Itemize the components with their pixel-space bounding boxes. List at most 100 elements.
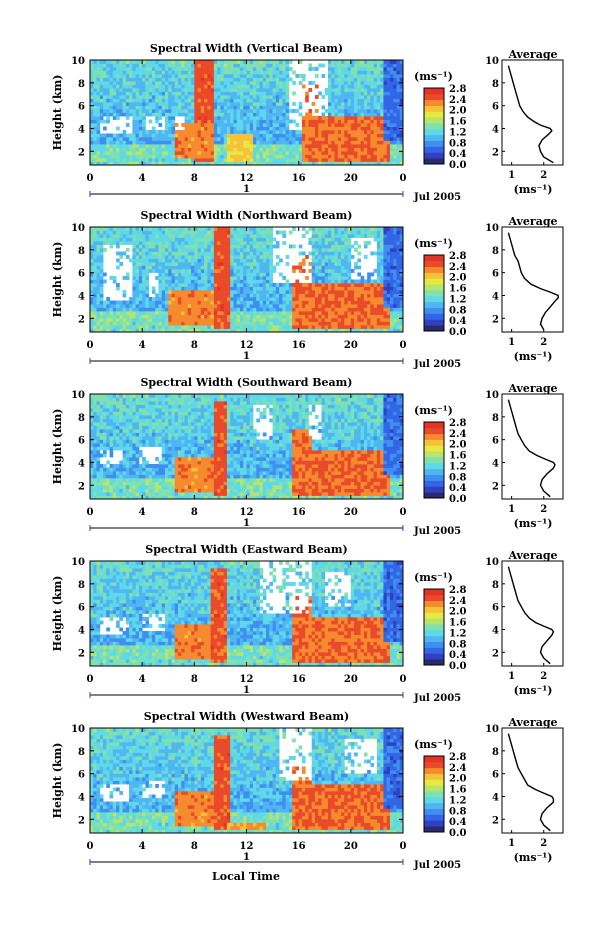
heatmap-cell <box>171 140 176 145</box>
heatmap-cell <box>256 102 260 106</box>
heatmap-cell <box>239 161 244 166</box>
heatmap-cell <box>204 269 208 273</box>
heatmap-cell <box>285 60 290 64</box>
heatmap-cell <box>360 314 365 319</box>
heatmap-cell <box>191 161 195 166</box>
heatmap-cell <box>109 95 114 99</box>
heatmap-cell <box>171 116 176 120</box>
heatmap-cell <box>145 297 150 301</box>
heatmap-cell <box>305 325 309 329</box>
heatmap-cell <box>243 227 247 231</box>
heatmap-cell <box>318 230 322 235</box>
heatmap-cell <box>347 119 352 124</box>
heatmap-cell <box>396 67 401 71</box>
heatmap-cell <box>93 283 97 287</box>
heatmap-cell <box>204 276 208 280</box>
heatmap-cell <box>109 102 114 106</box>
heatmap-cell <box>164 241 169 245</box>
heatmap-cell <box>376 102 381 106</box>
heatmap-cell <box>210 158 215 162</box>
heatmap-cell <box>96 307 101 312</box>
heatmap-cell <box>344 304 348 308</box>
heatmap-cell <box>151 130 156 134</box>
heatmap-cell <box>233 300 238 305</box>
heatmap-cell <box>194 237 198 242</box>
heatmap-cell <box>324 293 329 298</box>
heatmap-cell <box>239 119 244 124</box>
heatmap-cell <box>96 241 101 245</box>
heatmap-cell <box>357 283 362 287</box>
heatmap-cell <box>142 144 146 148</box>
heatmap-cell <box>217 248 221 252</box>
heatmap-cell <box>344 105 348 110</box>
heatmap-cell <box>204 244 208 249</box>
heatmap-cell <box>135 77 140 82</box>
heatmap-cell <box>217 272 221 277</box>
heatmap-cell <box>331 328 335 333</box>
heatmap-cell <box>344 227 348 231</box>
heatmap-cell <box>337 314 342 319</box>
heatmap-cell <box>148 161 153 166</box>
heatmap-cell <box>236 293 241 298</box>
heatmap-cell <box>256 328 260 333</box>
heatmap-cell <box>174 70 179 75</box>
heatmap-cell <box>161 130 166 134</box>
heatmap-cell <box>389 109 394 113</box>
heatmap-cell <box>220 265 225 270</box>
heatmap-cell <box>311 304 316 308</box>
heatmap-cell <box>164 161 169 166</box>
heatmap-cell <box>311 248 316 252</box>
heatmap-cell <box>324 318 329 322</box>
heatmap-cell <box>223 147 228 152</box>
heatmap-cell <box>129 237 133 242</box>
heatmap-cell <box>125 77 130 82</box>
heatmap-cell <box>386 112 391 117</box>
heatmap-cell <box>90 307 94 312</box>
heatmap-cell <box>249 251 254 256</box>
heatmap-cell <box>187 304 192 308</box>
heatmap-cell <box>207 137 212 141</box>
heatmap-cell <box>138 112 143 117</box>
heatmap-cell <box>119 144 123 148</box>
heatmap-cell <box>138 297 143 301</box>
heatmap-cell <box>99 161 104 166</box>
heatmap-cell <box>337 112 342 117</box>
heatmap-cell <box>103 311 107 315</box>
heatmap-cell <box>354 112 358 117</box>
heatmap-cell <box>197 311 202 315</box>
heatmap-cell <box>103 300 107 305</box>
heatmap-cell <box>266 304 270 308</box>
heatmap-cell <box>220 88 225 92</box>
heatmap-cell <box>213 74 218 78</box>
heatmap-cell <box>112 161 117 166</box>
heatmap-cell <box>269 119 273 124</box>
heatmap-cell <box>288 67 293 71</box>
heatmap-cell <box>93 112 97 117</box>
heatmap-cell <box>266 158 270 162</box>
x-tick-label: 16 <box>292 173 306 184</box>
heatmap-cell <box>164 258 169 263</box>
heatmap-cell <box>112 227 117 231</box>
heatmap-cell <box>328 300 332 305</box>
heatmap-cell <box>99 321 104 326</box>
heatmap-cell <box>331 81 335 85</box>
heatmap-cell <box>122 140 127 145</box>
heatmap-cell <box>138 154 143 159</box>
heatmap-cell <box>272 102 277 106</box>
heatmap-cell <box>116 98 120 103</box>
heatmap-cell <box>116 227 120 231</box>
heatmap-cell <box>158 123 163 127</box>
heatmap-cell <box>213 91 218 96</box>
heatmap-cell <box>174 318 179 322</box>
heatmap-cell <box>256 112 260 117</box>
heatmap-cell <box>119 95 123 99</box>
heatmap-cell <box>145 98 150 103</box>
heatmap-cell <box>282 230 287 235</box>
heatmap-cell <box>275 70 280 75</box>
heatmap-cell <box>239 276 244 280</box>
heatmap-cell <box>279 314 283 319</box>
heatmap-cell <box>311 276 316 280</box>
heatmap-cell <box>184 300 189 305</box>
heatmap-cell <box>125 272 130 277</box>
heatmap-cell <box>305 144 309 148</box>
